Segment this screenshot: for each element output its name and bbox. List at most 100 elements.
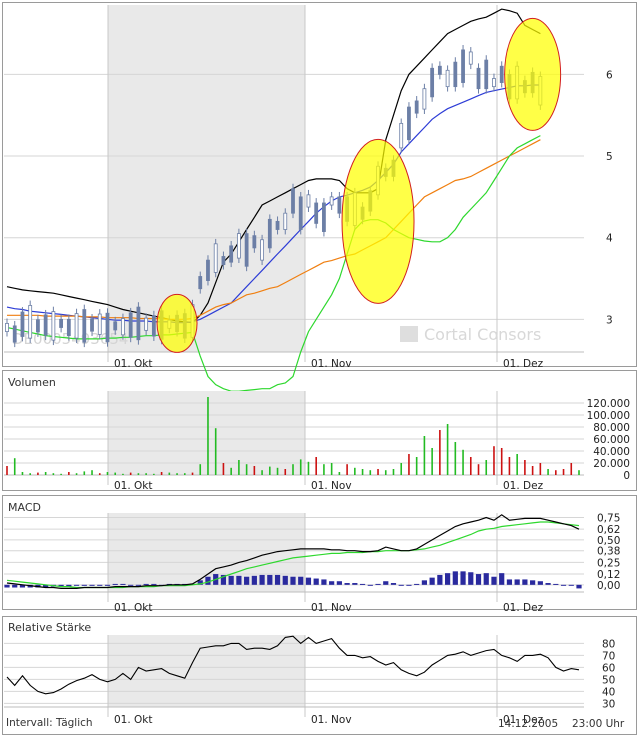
macd-histogram-bar	[313, 578, 319, 585]
candle	[136, 306, 141, 341]
brand-watermark: Cortal Consors	[424, 325, 541, 344]
macd-histogram-bar	[437, 574, 443, 585]
indicator-line-3	[7, 139, 541, 320]
highlight-circle-3	[504, 17, 562, 131]
candle	[213, 243, 218, 273]
volume-bar	[485, 460, 488, 475]
candle	[461, 49, 465, 83]
candle	[5, 323, 9, 332]
candle	[492, 78, 496, 88]
macd-histogram-bar	[553, 583, 559, 585]
volume-bar	[21, 472, 24, 475]
macd-histogram-bar	[444, 573, 451, 585]
volume-bar	[500, 448, 503, 475]
macd-histogram-bar	[452, 571, 458, 585]
volume-bar	[44, 472, 47, 475]
volume-bar	[129, 472, 132, 475]
volume-bar	[60, 473, 62, 475]
volume-bar	[547, 469, 549, 475]
volume-bar	[269, 466, 271, 475]
volume-bar	[6, 466, 8, 475]
candle	[36, 319, 40, 333]
x-tick-label: 01. Nov	[311, 602, 352, 614]
y-tick-label: 40	[602, 686, 615, 698]
macd-histogram-bar	[298, 576, 304, 585]
candle	[291, 188, 295, 214]
candle	[322, 202, 326, 232]
rsi-panel-title: Relative Stärke	[8, 621, 91, 634]
candle	[236, 233, 241, 259]
macd-histogram-bar	[336, 581, 342, 585]
y-tick-label: 20.000	[593, 458, 630, 470]
macd-histogram-bar	[205, 576, 211, 585]
y-tick-label: 0,00	[597, 580, 620, 592]
candle	[244, 233, 249, 267]
macd-histogram-bar	[290, 576, 296, 585]
volume-bar	[137, 473, 140, 475]
x-tick-label: 01. Dez	[503, 358, 544, 370]
footer-interval: Intervall: Täglich	[6, 717, 93, 729]
volume-bar	[423, 436, 426, 475]
volume-bar	[222, 463, 225, 475]
x-tick-label: 01. Okt	[114, 714, 153, 726]
volume-bar	[114, 472, 117, 475]
y-tick-label: 4	[606, 233, 613, 245]
volume-bar	[469, 457, 472, 475]
y-tick-label: 0,50	[597, 535, 620, 547]
macd-histogram-bar	[4, 584, 10, 588]
highlight-circle-1	[156, 293, 198, 353]
macd-histogram-bar	[329, 581, 335, 585]
indicator-line-4	[6, 135, 541, 392]
macd-histogram-bar	[89, 584, 95, 586]
y-tick-label: 0,25	[597, 557, 620, 569]
macd-histogram-bar	[475, 574, 482, 585]
macd-line	[6, 514, 580, 589]
x-tick-label: 01. Dez	[503, 480, 544, 492]
volume-bar	[29, 473, 31, 475]
candle	[484, 59, 489, 90]
candle	[283, 212, 288, 230]
y-tick-label: 120.000	[587, 398, 630, 410]
macd-histogram-bar	[43, 584, 49, 588]
shaded-month-band	[108, 5, 305, 352]
x-tick-label: 01. Okt	[114, 602, 153, 614]
volume-bar	[83, 471, 86, 475]
volume-bar	[400, 463, 403, 475]
volume-bar	[37, 472, 39, 475]
macd-histogram-bar	[352, 583, 358, 585]
candle	[314, 202, 319, 224]
candle	[329, 196, 334, 206]
y-tick-label: 6	[606, 69, 613, 81]
macd-histogram-bar	[530, 580, 536, 585]
macd-histogram-bar	[236, 575, 242, 585]
macd-histogram-bar	[514, 579, 520, 585]
volume-bar	[307, 461, 310, 475]
candle	[337, 196, 342, 214]
candle	[198, 276, 203, 290]
volume-bar	[415, 457, 418, 475]
macd-histogram-bar	[414, 583, 420, 585]
y-tick-label: 5	[606, 151, 613, 163]
macd-histogram-bar	[274, 574, 281, 585]
brand-logo-mark	[400, 326, 418, 342]
indicator-line-2	[6, 84, 541, 324]
candle	[59, 318, 64, 328]
macd-histogram-bar	[406, 584, 412, 586]
macd-histogram-bar	[390, 583, 397, 585]
candle	[221, 256, 226, 266]
y-tick-label: 40.000	[593, 446, 630, 458]
candle	[267, 218, 272, 249]
macd-histogram-bar	[197, 580, 203, 585]
macd-histogram-bar	[120, 583, 126, 585]
volume-bar	[253, 466, 256, 475]
macd-histogram-bar	[19, 584, 26, 588]
volume-bar	[191, 472, 194, 475]
y-tick-label: 0	[623, 470, 630, 482]
macd-histogram-bar	[522, 579, 528, 585]
y-tick-label: 0,12	[597, 569, 620, 581]
shaded-month-band	[108, 391, 305, 475]
volume-bar	[408, 454, 410, 475]
y-tick-label: 3	[606, 314, 613, 326]
macd-histogram-bar	[73, 584, 80, 586]
